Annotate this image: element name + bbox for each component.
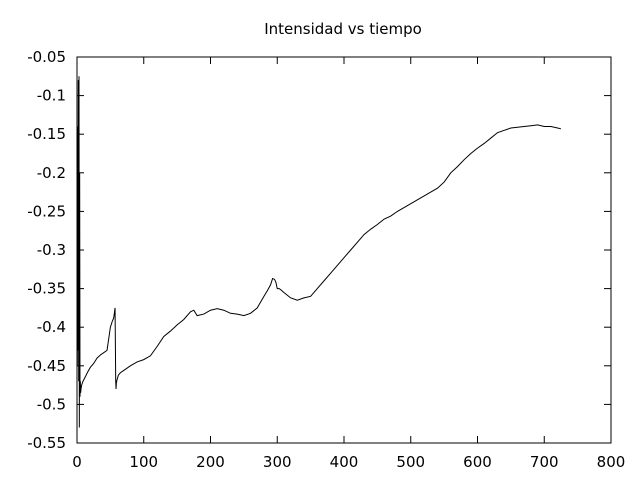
x-tick-label: 700 (530, 453, 559, 471)
y-tick-label: -0.45 (27, 357, 66, 375)
y-axis: -0.05 -0.1 -0.15 -0.2 -0.25 -0.3 -0.35 -0.4 -0.4… (27, 48, 611, 452)
y-tick-label: -0.15 (27, 125, 66, 143)
y-tick-label: -0.5 (37, 395, 66, 413)
intensity-series-line (76, 76, 562, 428)
plot-frame (76, 56, 612, 444)
x-tick-label: 600 (463, 453, 492, 471)
y-tick-label: -0.4 (37, 318, 66, 336)
chart-title: Intensidad vs tiempo (264, 20, 422, 38)
x-tick-label: 0 (72, 453, 82, 471)
y-tick-label: -0.2 (37, 164, 66, 182)
x-tick-label: 400 (330, 453, 359, 471)
x-axis: 0 100 200 300 400 500 600 700 800 (72, 57, 625, 471)
y-tick-label: -0.1 (37, 87, 66, 105)
x-tick-label: 100 (129, 453, 158, 471)
y-tick-label: -0.35 (27, 280, 66, 298)
y-tick-label: -0.25 (27, 202, 66, 220)
x-tick-label: 300 (263, 453, 292, 471)
x-tick-label: 800 (597, 453, 626, 471)
y-tick-label: -0.05 (27, 48, 66, 66)
y-tick-label: -0.3 (37, 241, 66, 259)
y-tick-label: -0.55 (27, 434, 66, 452)
x-tick-label: 500 (396, 453, 425, 471)
x-tick-label: 200 (196, 453, 225, 471)
